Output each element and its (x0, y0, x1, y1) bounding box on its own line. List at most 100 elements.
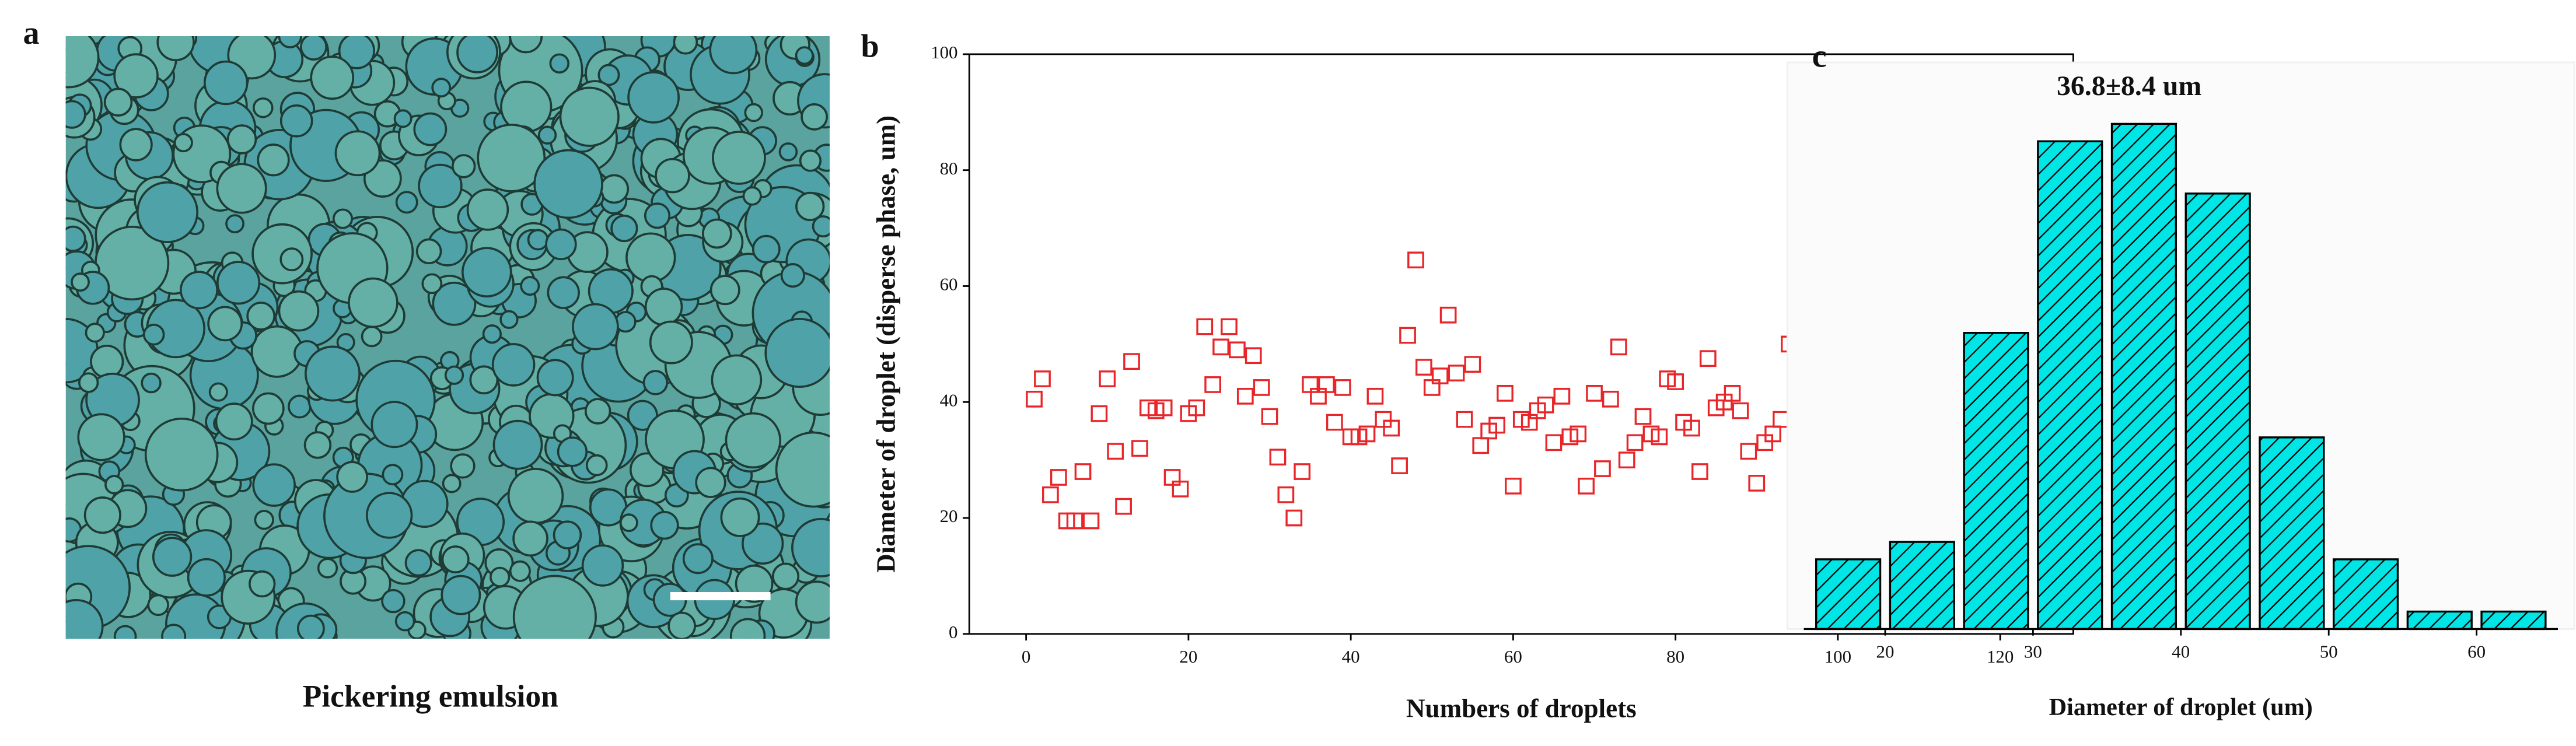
droplet (533, 149, 603, 219)
bar-hatch (1963, 332, 2029, 631)
point (1505, 478, 1522, 495)
point (1497, 384, 1514, 402)
droplet (559, 86, 620, 147)
droplet (225, 214, 244, 234)
droplet (610, 214, 638, 243)
droplet (382, 464, 404, 486)
droplet (142, 323, 165, 346)
droplet (547, 276, 580, 309)
droplet (725, 412, 782, 469)
bar-hatch (2480, 610, 2547, 631)
point (1691, 463, 1708, 480)
droplet (584, 398, 611, 425)
x-tick-label: 20 (1876, 642, 1894, 662)
droplet (549, 53, 570, 74)
droplet (456, 36, 498, 73)
point (1724, 384, 1741, 402)
droplet (71, 272, 90, 292)
droplet (509, 560, 531, 582)
panel-label: b (861, 28, 879, 64)
droplet (492, 419, 543, 470)
x-tick-label: 30 (2024, 642, 2042, 662)
droplet (404, 549, 432, 577)
droplet (113, 625, 137, 639)
droplet (795, 46, 814, 65)
droplet (499, 310, 519, 329)
droplet (795, 580, 830, 624)
bar-hatch (1815, 558, 1882, 631)
droplet (278, 36, 302, 48)
droplet (709, 36, 758, 75)
x-tick-label: 100 (1824, 646, 1851, 667)
droplet (77, 413, 125, 461)
droplet (252, 392, 285, 425)
x-tick-label: 40 (1342, 646, 1360, 667)
droplet (334, 130, 381, 177)
droplet (215, 402, 253, 441)
droplet (432, 281, 477, 326)
point (1358, 425, 1376, 443)
point (1253, 379, 1270, 396)
point (1155, 399, 1173, 416)
droplet (65, 598, 104, 639)
droplet (667, 611, 696, 639)
x-tick-label: 60 (1504, 646, 1522, 667)
plot-area (1787, 61, 2575, 630)
point (1618, 451, 1635, 469)
droplet (557, 436, 588, 467)
droplet (252, 97, 274, 118)
bar-hatch (2184, 192, 2251, 631)
droplet (278, 290, 320, 332)
point (1553, 387, 1571, 405)
point (1626, 434, 1644, 451)
point (1732, 402, 1749, 419)
droplet (252, 463, 296, 507)
droplet (156, 36, 195, 61)
droplet (752, 234, 781, 264)
point (1261, 408, 1278, 425)
droplet (597, 64, 620, 86)
point (1212, 338, 1229, 356)
droplet (771, 562, 800, 590)
droplet (442, 474, 462, 493)
droplet (173, 133, 193, 153)
droplet (553, 520, 582, 549)
bar-hatch (2259, 436, 2325, 631)
droplet (65, 36, 100, 89)
droplet (644, 202, 671, 229)
point (1407, 251, 1424, 269)
droplet (655, 157, 690, 194)
droplet (778, 142, 798, 162)
point (1082, 512, 1100, 530)
point (1099, 370, 1116, 387)
droplet (317, 558, 338, 579)
droplet (812, 215, 830, 238)
droplet (545, 228, 577, 261)
point (1456, 411, 1473, 428)
y-tick-label: 80 (940, 158, 958, 178)
annotation: 36.8±8.4 um (2057, 71, 2201, 101)
droplet (257, 143, 290, 177)
point (1334, 379, 1351, 396)
droplet (512, 575, 597, 639)
droplet (421, 273, 443, 295)
droplet (795, 191, 825, 222)
droplet (348, 277, 399, 328)
droplet (801, 103, 828, 131)
point (1366, 387, 1384, 405)
droplet (279, 247, 304, 272)
droplet (296, 614, 325, 639)
point (1683, 419, 1700, 437)
y-tick-label: 40 (940, 390, 958, 410)
point (1318, 376, 1335, 393)
droplet (742, 186, 762, 206)
point (1050, 469, 1067, 486)
droplet (644, 288, 683, 326)
droplet (712, 131, 766, 185)
point (1269, 449, 1287, 466)
y-tick-label: 0 (949, 622, 957, 642)
droplet (585, 454, 608, 477)
droplet (147, 594, 169, 617)
x-tick-label: 80 (1666, 646, 1684, 667)
point (1172, 480, 1189, 498)
